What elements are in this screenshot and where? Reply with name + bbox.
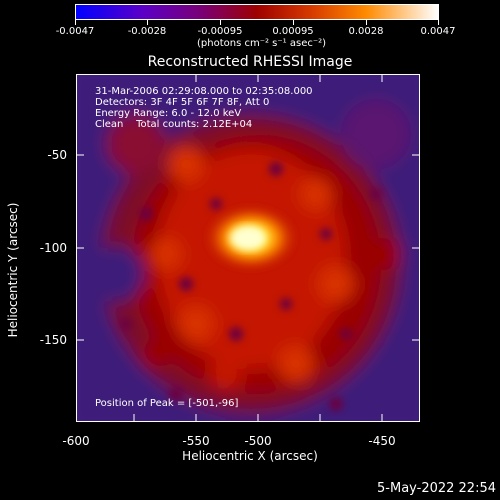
render-timestamp: 5-May-2022 22:54 [377,481,496,496]
y-tick-label: -100 [39,241,67,255]
colorbar-tick [366,20,367,25]
colorbar-unit-label: (photons cm⁻² s⁻¹ asec⁻²) [197,38,327,49]
x-tick-label: -550 [182,434,210,448]
rhessi-image [76,74,420,422]
detectors-text: Detectors: 3F 4F 5F 6F 7F 8F, Att 0 [95,97,270,108]
x-tick-label: -450 [368,434,396,448]
x-axis-title: Heliocentric X (arcsec) [182,449,318,463]
x-tick-label: -600 [62,434,90,448]
colorbar [75,4,439,20]
time-range-text: 31-Mar-2006 02:29:08.000 to 02:35:08.000 [95,86,313,97]
colorbar-tick [147,20,148,25]
y-tick-label: -50 [47,148,67,162]
y-tick-label: -150 [39,333,67,347]
observation-annotation: 31-Mar-2006 02:29:08.000 to 02:35:08.000… [95,86,313,130]
colorbar-tick-label: 0.0028 [348,26,384,37]
colorbar-tick [293,20,294,25]
energy-range-text: Energy Range: 6.0 - 12.0 keV [95,108,242,119]
y-axis-title: Heliocentric Y (arcsec) [6,202,20,338]
peak-position-text: Position of Peak = [-501,-96] [95,398,239,409]
x-tick-label: -500 [244,434,272,448]
colorbar-tick [438,20,439,25]
colorbar-tick-label: -0.0047 [55,26,95,37]
colorbar-tick-label: 0.00095 [272,26,314,37]
colorbar-tick-label: 0.0047 [420,26,456,37]
colorbar-tick-label: -0.00095 [197,26,243,37]
colorbar-tick-label: -0.0028 [127,26,167,37]
colorbar-tick [220,20,221,25]
algorithm-counts-text: Clean Total counts: 2.12E+04 [95,119,253,130]
plot-title: Reconstructed RHESSI Image [147,54,353,70]
colorbar-tick [75,20,76,25]
